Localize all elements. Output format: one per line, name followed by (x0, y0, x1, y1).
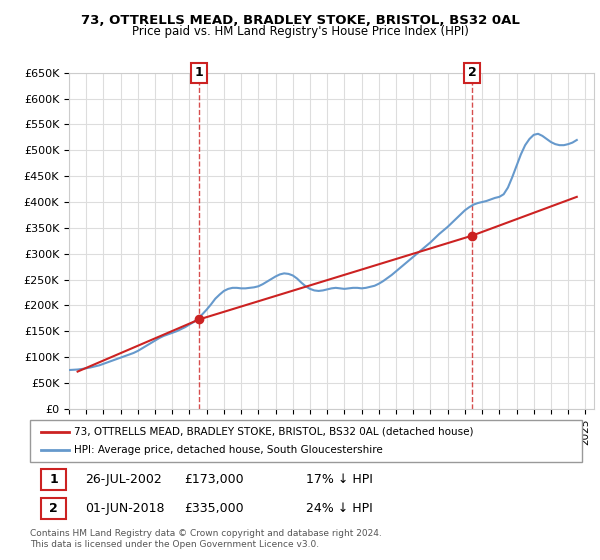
Text: 01-JUN-2018: 01-JUN-2018 (85, 502, 164, 515)
Text: Price paid vs. HM Land Registry's House Price Index (HPI): Price paid vs. HM Land Registry's House … (131, 25, 469, 38)
FancyBboxPatch shape (41, 498, 66, 520)
Text: 24% ↓ HPI: 24% ↓ HPI (306, 502, 373, 515)
Text: 1: 1 (195, 66, 203, 80)
Text: Contains HM Land Registry data © Crown copyright and database right 2024.
This d: Contains HM Land Registry data © Crown c… (30, 529, 382, 549)
Text: 73, OTTRELLS MEAD, BRADLEY STOKE, BRISTOL, BS32 0AL: 73, OTTRELLS MEAD, BRADLEY STOKE, BRISTO… (80, 14, 520, 27)
Text: £173,000: £173,000 (185, 473, 244, 486)
Text: 17% ↓ HPI: 17% ↓ HPI (306, 473, 373, 486)
Text: HPI: Average price, detached house, South Gloucestershire: HPI: Average price, detached house, Sout… (74, 445, 383, 455)
FancyBboxPatch shape (30, 420, 582, 462)
FancyBboxPatch shape (41, 469, 66, 490)
Text: £335,000: £335,000 (185, 502, 244, 515)
Text: 1: 1 (49, 473, 58, 486)
Text: 73, OTTRELLS MEAD, BRADLEY STOKE, BRISTOL, BS32 0AL (detached house): 73, OTTRELLS MEAD, BRADLEY STOKE, BRISTO… (74, 427, 473, 437)
Text: 26-JUL-2002: 26-JUL-2002 (85, 473, 162, 486)
Text: 2: 2 (49, 502, 58, 515)
Text: 2: 2 (468, 66, 476, 80)
